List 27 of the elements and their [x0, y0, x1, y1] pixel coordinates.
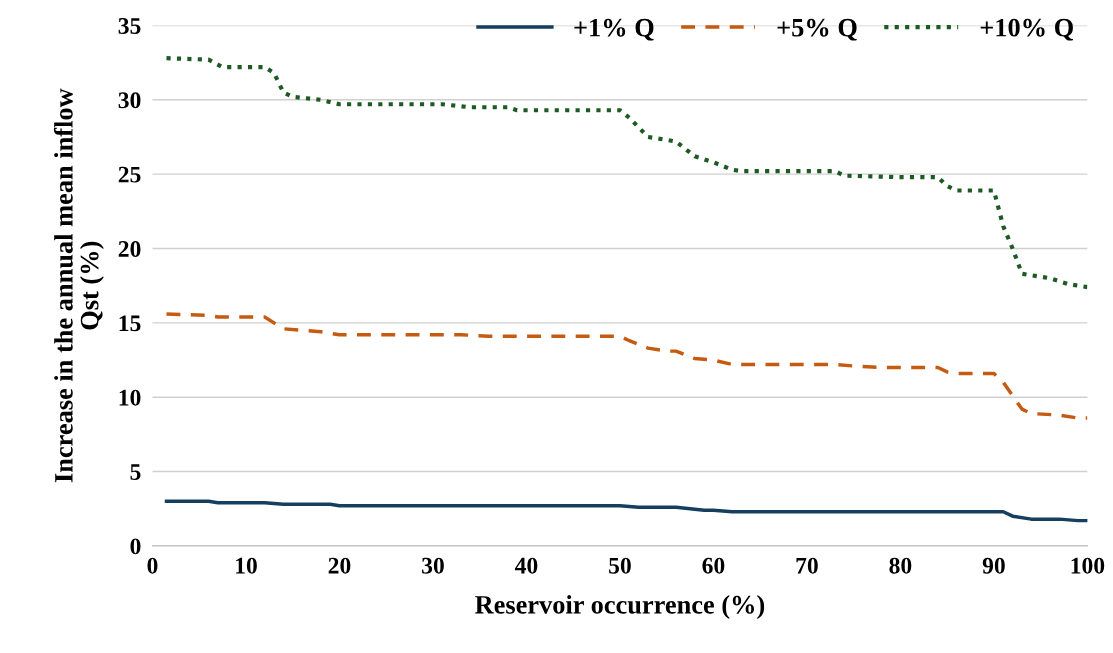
x-tick-label: 70	[796, 557, 818, 574]
y-tick-label: 0	[130, 538, 141, 555]
x-tick-label: 50	[609, 557, 631, 574]
x-tick-label: 10	[236, 557, 257, 574]
legend-label: +10% Q	[980, 18, 1074, 41]
line-series	[164, 312, 1088, 420]
y-tick-label: 20	[118, 241, 141, 257]
y-tick-label: 25	[118, 166, 141, 183]
x-axis-title: Reservoir occurrence (%)	[475, 595, 765, 620]
x-tick-label: 40	[514, 557, 538, 574]
line-series	[164, 499, 1088, 523]
x-tick-label: 60	[702, 557, 725, 574]
x-tick-label: 0	[147, 557, 158, 574]
x-tick-label: 20	[328, 557, 351, 574]
x-tick-label: 100	[1071, 557, 1105, 574]
line-series	[164, 56, 1088, 290]
y-tick-label: 5	[130, 464, 141, 480]
legend-label: +5% Q	[777, 18, 857, 41]
y-tick-label: 10	[119, 389, 141, 406]
x-tick-label: 90	[982, 557, 1005, 574]
y-tick-label: 35	[118, 18, 141, 34]
x-tick-label: 80	[889, 557, 912, 574]
y-tick-label: 15	[119, 315, 141, 332]
y-axis-title: Increase in the annual mean inflow Qst (%)	[53, 88, 104, 483]
legend-label: +1% Q	[574, 18, 654, 41]
y-tick-label: 30	[118, 92, 141, 109]
x-tick-label: 30	[422, 557, 444, 574]
